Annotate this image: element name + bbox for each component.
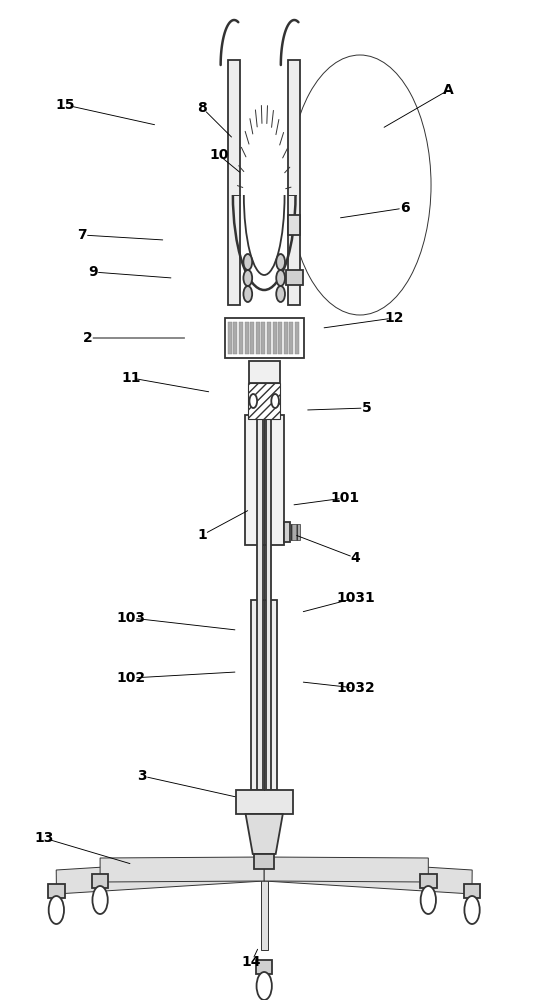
- Polygon shape: [100, 857, 264, 882]
- Bar: [267, 322, 271, 354]
- Circle shape: [421, 886, 436, 914]
- Circle shape: [276, 286, 285, 302]
- Bar: [236, 790, 293, 814]
- Text: 11: 11: [121, 371, 141, 385]
- Bar: [251, 600, 277, 790]
- Bar: [464, 884, 480, 898]
- Bar: [284, 522, 290, 542]
- Text: 14: 14: [242, 955, 261, 969]
- Text: 3: 3: [137, 769, 147, 783]
- Circle shape: [276, 270, 285, 286]
- Text: 13: 13: [34, 831, 54, 845]
- Text: 5: 5: [362, 401, 371, 415]
- Bar: [284, 322, 288, 354]
- Bar: [256, 322, 260, 354]
- Text: 7: 7: [77, 228, 87, 242]
- Bar: [250, 322, 254, 354]
- Bar: [245, 322, 248, 354]
- Bar: [290, 524, 300, 540]
- Bar: [245, 415, 284, 545]
- Polygon shape: [264, 857, 428, 882]
- Text: 12: 12: [384, 311, 404, 325]
- Circle shape: [257, 972, 272, 1000]
- Text: 6: 6: [400, 201, 410, 215]
- Bar: [288, 60, 300, 305]
- Circle shape: [464, 896, 480, 924]
- Text: 4: 4: [351, 551, 360, 565]
- Bar: [239, 322, 243, 354]
- Bar: [248, 383, 280, 419]
- Bar: [48, 884, 65, 898]
- Bar: [249, 361, 280, 383]
- Bar: [286, 270, 303, 285]
- Bar: [420, 874, 437, 888]
- Bar: [278, 322, 282, 354]
- Text: 2: 2: [83, 331, 92, 345]
- Circle shape: [249, 394, 257, 408]
- Bar: [265, 415, 271, 790]
- Bar: [228, 322, 232, 354]
- Text: 9: 9: [88, 265, 98, 279]
- Bar: [288, 215, 300, 235]
- Polygon shape: [264, 857, 472, 894]
- Circle shape: [243, 286, 252, 302]
- Circle shape: [243, 254, 252, 270]
- Bar: [261, 322, 265, 354]
- Bar: [92, 874, 108, 888]
- Text: 103: 103: [117, 611, 146, 625]
- Text: 102: 102: [117, 671, 146, 685]
- Bar: [228, 60, 240, 305]
- Text: 15: 15: [56, 98, 75, 112]
- Circle shape: [92, 886, 108, 914]
- Polygon shape: [56, 857, 264, 894]
- Text: 1: 1: [197, 528, 207, 542]
- Polygon shape: [260, 869, 268, 950]
- Text: A: A: [443, 83, 454, 97]
- Bar: [254, 854, 274, 869]
- Polygon shape: [246, 814, 283, 854]
- Bar: [272, 322, 277, 354]
- Text: 101: 101: [330, 491, 359, 505]
- Text: 1032: 1032: [336, 681, 375, 695]
- Bar: [224, 318, 304, 358]
- Bar: [289, 322, 293, 354]
- Circle shape: [49, 896, 64, 924]
- Text: 8: 8: [197, 101, 207, 115]
- Bar: [295, 322, 299, 354]
- Bar: [257, 415, 263, 790]
- Circle shape: [276, 254, 285, 270]
- Circle shape: [271, 394, 279, 408]
- Bar: [234, 322, 237, 354]
- Circle shape: [243, 270, 252, 286]
- Text: 10: 10: [209, 148, 229, 162]
- Text: 1031: 1031: [336, 591, 375, 605]
- Bar: [256, 960, 272, 974]
